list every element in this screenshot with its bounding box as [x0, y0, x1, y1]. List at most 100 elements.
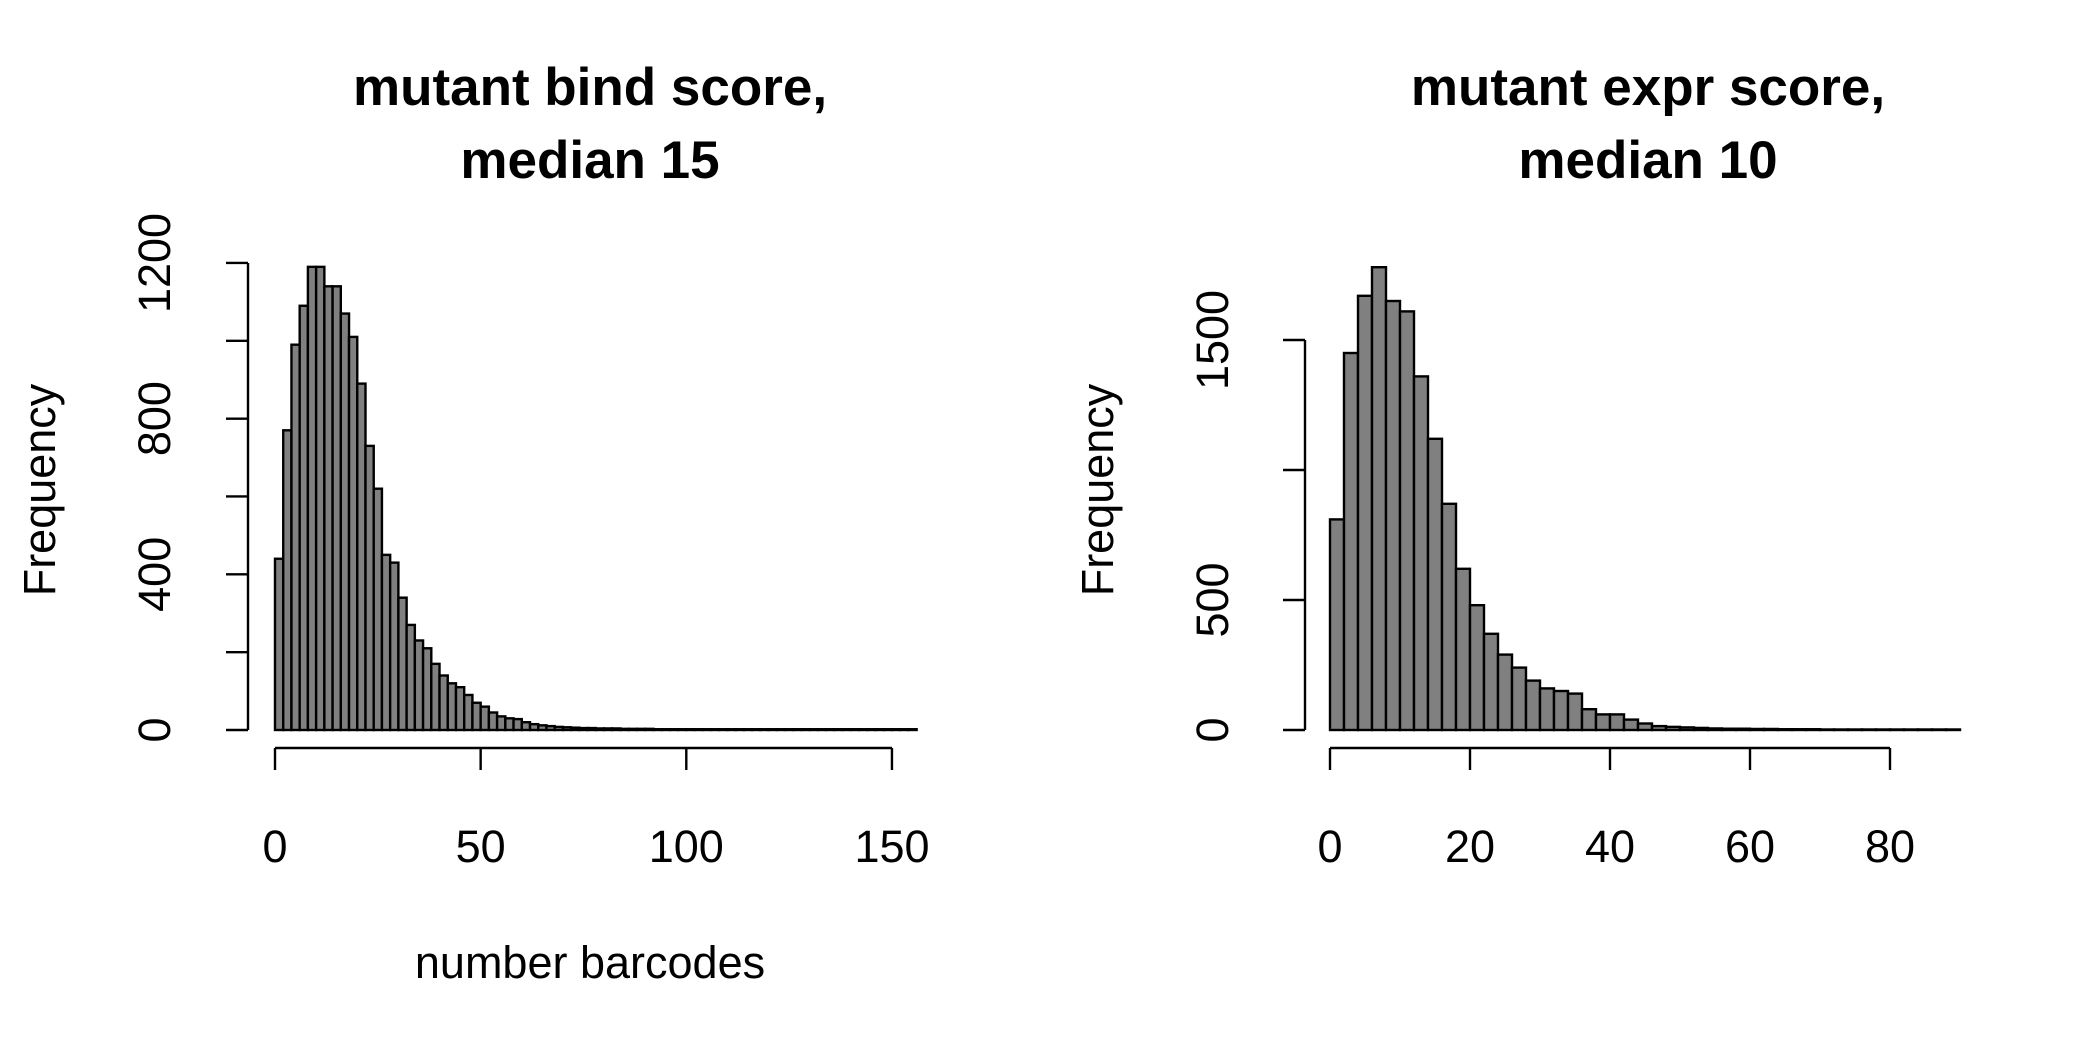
histogram-bar [1538, 687, 1556, 732]
x-tick-label: 40 [1585, 821, 1635, 872]
x-axis: 0 50 100 150 [262, 746, 930, 872]
histogram-bar [1426, 437, 1444, 732]
histogram-bar [874, 728, 885, 732]
histogram-bar [1706, 727, 1724, 732]
histogram-bar [1776, 728, 1794, 732]
histogram-bar [1622, 718, 1640, 732]
histogram-bar [479, 705, 491, 732]
histogram-bar [907, 728, 918, 732]
histogram-bar [1580, 708, 1598, 732]
histogram-bar [1804, 728, 1822, 732]
histogram-bar [1650, 724, 1668, 732]
histogram-bar [1636, 722, 1654, 732]
histogram-bar [578, 726, 589, 732]
histogram-bar [833, 728, 844, 732]
histogram-bar [824, 728, 836, 732]
histogram-bar [1412, 375, 1430, 732]
histogram-bar [339, 312, 351, 732]
histogram-bar [709, 728, 721, 732]
y-tick-label: 0 [129, 717, 180, 742]
histogram-bar [512, 717, 523, 732]
histogram-bar [1832, 728, 1850, 732]
histogram-bar [520, 721, 532, 732]
histogram-bar [1384, 299, 1402, 732]
histogram-bar [413, 639, 425, 732]
histogram-bar [676, 728, 688, 732]
bar-group [1328, 266, 1962, 732]
y-axis-title: Frequency [14, 383, 65, 596]
chart-title-line2: median 15 [460, 131, 719, 190]
histogram-bar [1860, 728, 1878, 732]
histogram-bar [1370, 266, 1388, 732]
histogram-bar [1566, 692, 1584, 732]
histogram-bar [504, 717, 515, 732]
histogram-bar [553, 725, 565, 732]
histogram-bar [331, 285, 343, 732]
bar-group [273, 265, 918, 732]
histogram-bar [347, 335, 359, 732]
histogram-bar [849, 728, 861, 732]
y-tick-label: 0 [1187, 717, 1238, 742]
histogram-bar [734, 728, 746, 732]
histogram-bar [685, 728, 696, 732]
histogram-bar [792, 728, 803, 732]
chart-title-line2: median 10 [1518, 131, 1777, 190]
histogram-bar [372, 487, 384, 732]
histogram-bar [1720, 727, 1738, 732]
y-tick-label: 800 [129, 381, 180, 456]
histogram-bar [446, 682, 458, 732]
histogram-bar [1846, 728, 1864, 732]
histogram-bar [1944, 728, 1962, 732]
histogram-bar [1734, 727, 1752, 732]
chart-title-line1: mutant bind score, [353, 58, 827, 117]
histogram-bar [1398, 310, 1416, 732]
histogram-bar [1902, 728, 1920, 732]
histogram-bar [282, 429, 293, 732]
chart-title-line1: mutant expr score, [1411, 58, 1885, 117]
histogram-bar [1342, 351, 1360, 732]
histogram-bar [1454, 567, 1472, 732]
bind-score-histogram: mutant bind score, median 15 Frequency n… [14, 58, 930, 988]
histogram-bar [545, 724, 556, 732]
histogram-bar [471, 701, 482, 732]
histogram-bar [454, 685, 466, 732]
histogram-bar [356, 382, 367, 732]
histogram-bar [1874, 728, 1892, 732]
x-tick-label: 80 [1865, 821, 1915, 872]
histogram-bar [380, 553, 392, 732]
histogram-bar [611, 727, 622, 732]
y-tick-label: 1200 [129, 213, 180, 313]
histogram-bar [701, 728, 713, 732]
histogram-bar [314, 265, 326, 732]
x-tick-label: 0 [1317, 821, 1342, 872]
histogram-bar [742, 728, 754, 732]
histogram-bar [323, 285, 334, 732]
histogram-bar [290, 343, 301, 732]
histogram-bar [602, 727, 614, 732]
histogram-bar [537, 724, 548, 732]
histogram-bar [857, 728, 869, 732]
histogram-bar [405, 623, 417, 732]
histogram-bar [495, 715, 507, 732]
histogram-bar [586, 726, 598, 732]
x-tick-label: 20 [1445, 821, 1495, 872]
histogram-bar [890, 728, 902, 732]
y-tick-label: 1500 [1187, 290, 1238, 390]
histogram-bar [1664, 725, 1682, 732]
y-axis: 0 500 1500 [1187, 290, 1307, 743]
histogram-bar [808, 728, 820, 732]
histogram-bar [487, 711, 499, 732]
histogram-bar [643, 727, 655, 732]
histogram-bar [841, 728, 853, 732]
histogram-bar [1594, 713, 1612, 732]
histogram-bar [627, 727, 639, 732]
expr-score-histogram: mutant expr score, median 10 Frequency 0… [1072, 58, 1962, 872]
histogram-bar [1608, 713, 1626, 732]
histogram-bar [569, 726, 581, 732]
histogram-bar [421, 647, 433, 732]
histogram-bar [1468, 604, 1486, 732]
histogram-bar [594, 727, 606, 732]
histogram-bar [668, 728, 680, 732]
histogram-bar [306, 265, 318, 732]
